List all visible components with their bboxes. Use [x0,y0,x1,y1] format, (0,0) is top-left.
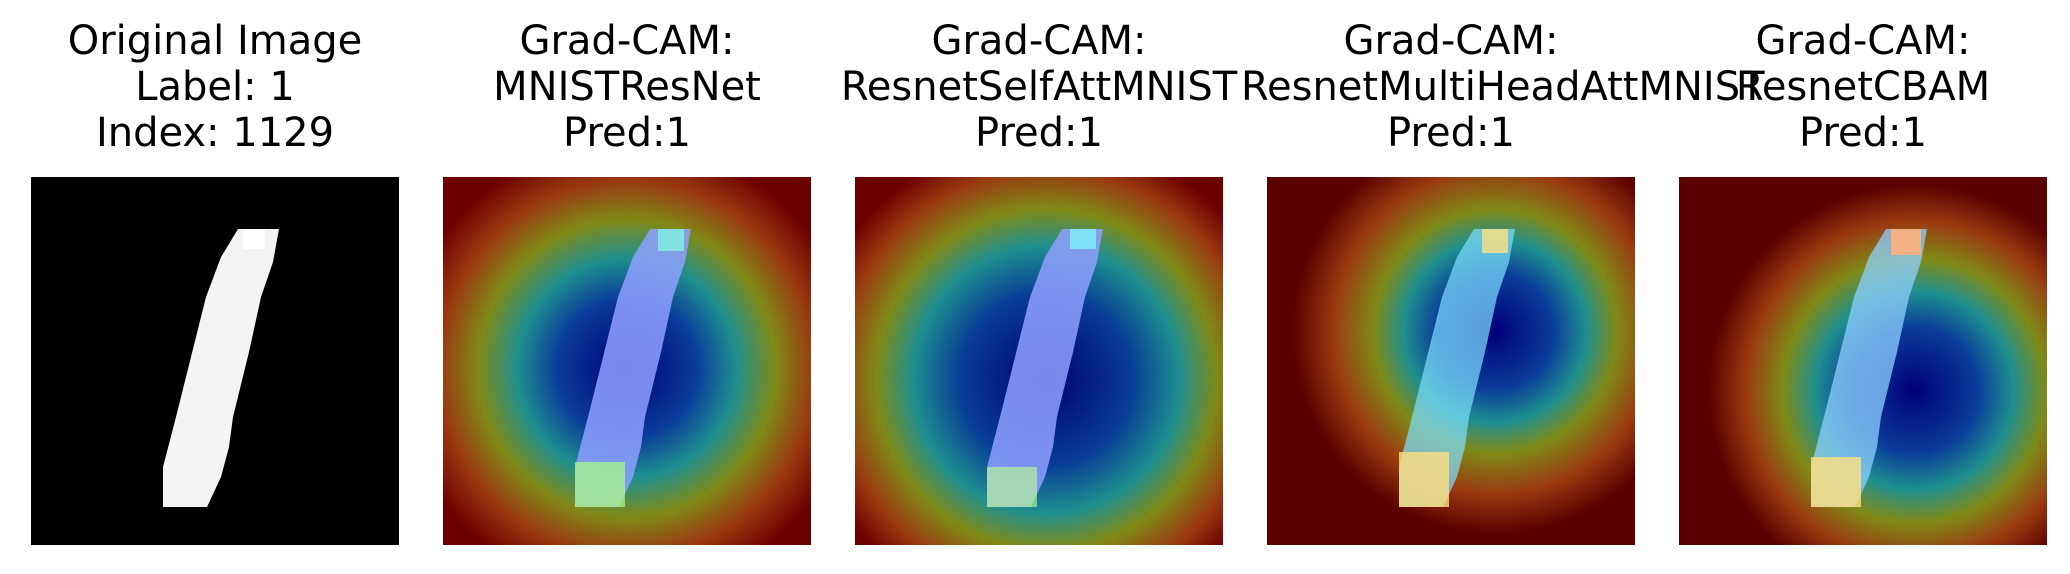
panel-gradcam-resnetmultiheadatt: Grad-CAM: ResnetMultiHeadAttMNIST Pred:1 [1241,0,1765,574]
title-line-1: Grad-CAM: [1343,18,1559,64]
gradcam-heatmap-image [443,177,811,545]
panel-original: Original Image Label: 1 Index: 1129 [5,0,425,574]
title-line-3: Index: 1129 [95,110,335,156]
title-line-2: Label: 1 [135,64,295,110]
original-digit-image [31,177,399,545]
title-line-1: Original Image [67,18,363,64]
title-line-3: Pred:1 [975,110,1103,156]
title-line-2: MNISTResNet [493,64,761,110]
title-line-1: Grad-CAM: [1755,18,1971,64]
panel-title: Original Image Label: 1 Index: 1129 [5,18,425,156]
title-line-3: Pred:1 [1799,110,1927,156]
panel-gradcam-resnetcbam: Grad-CAM: ResnetCBAM Pred:1 [1653,0,2070,574]
panel-gradcam-mnistresnet: Grad-CAM: MNISTResNet Pred:1 [417,0,837,574]
title-line-2: ResnetSelfAttMNIST [840,64,1238,110]
title-line-1: Grad-CAM: [519,18,735,64]
title-line-2: ResnetMultiHeadAttMNIST [1241,64,1765,110]
panel-title: Grad-CAM: ResnetSelfAttMNIST Pred:1 [829,18,1249,156]
panel-title: Grad-CAM: ResnetMultiHeadAttMNIST Pred:1 [1241,18,1765,156]
panel-title: Grad-CAM: ResnetCBAM Pred:1 [1653,18,2070,156]
panel-title: Grad-CAM: MNISTResNet Pred:1 [417,18,837,156]
panel-gradcam-resnetselfatt: Grad-CAM: ResnetSelfAttMNIST Pred:1 [829,0,1249,574]
gradcam-heatmap-image [1679,177,2047,545]
gradcam-heatmap-image [1267,177,1635,545]
title-line-2: ResnetCBAM [1735,64,1991,110]
title-line-3: Pred:1 [1387,110,1515,156]
title-line-3: Pred:1 [563,110,691,156]
title-line-1: Grad-CAM: [931,18,1147,64]
gradcam-heatmap-image [855,177,1223,545]
